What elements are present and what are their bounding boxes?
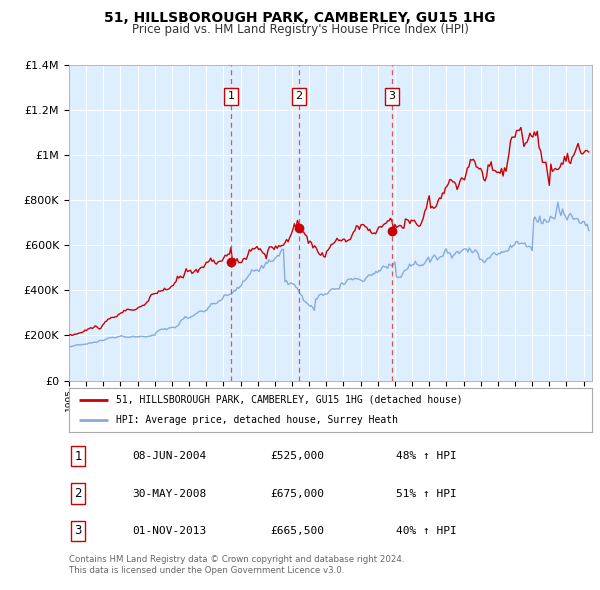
Text: 48% ↑ HPI: 48% ↑ HPI <box>396 451 457 461</box>
Text: 08-JUN-2004: 08-JUN-2004 <box>132 451 206 461</box>
Text: 01-NOV-2013: 01-NOV-2013 <box>132 526 206 536</box>
Text: HPI: Average price, detached house, Surrey Heath: HPI: Average price, detached house, Surr… <box>116 415 398 425</box>
Text: 30-MAY-2008: 30-MAY-2008 <box>132 489 206 499</box>
Text: £525,000: £525,000 <box>270 451 324 461</box>
Text: £675,000: £675,000 <box>270 489 324 499</box>
Text: 51% ↑ HPI: 51% ↑ HPI <box>396 489 457 499</box>
Text: 3: 3 <box>389 91 395 101</box>
Text: 51, HILLSBOROUGH PARK, CAMBERLEY, GU15 1HG: 51, HILLSBOROUGH PARK, CAMBERLEY, GU15 1… <box>104 11 496 25</box>
Text: 2: 2 <box>74 487 82 500</box>
Text: 2: 2 <box>295 91 302 101</box>
Text: 40% ↑ HPI: 40% ↑ HPI <box>396 526 457 536</box>
Text: 3: 3 <box>74 524 82 537</box>
Text: £665,500: £665,500 <box>270 526 324 536</box>
Text: 1: 1 <box>74 450 82 463</box>
Text: This data is licensed under the Open Government Licence v3.0.: This data is licensed under the Open Gov… <box>69 566 344 575</box>
Text: 51, HILLSBOROUGH PARK, CAMBERLEY, GU15 1HG (detached house): 51, HILLSBOROUGH PARK, CAMBERLEY, GU15 1… <box>116 395 463 405</box>
Text: 1: 1 <box>227 91 235 101</box>
Text: Price paid vs. HM Land Registry's House Price Index (HPI): Price paid vs. HM Land Registry's House … <box>131 23 469 36</box>
Text: Contains HM Land Registry data © Crown copyright and database right 2024.: Contains HM Land Registry data © Crown c… <box>69 555 404 564</box>
